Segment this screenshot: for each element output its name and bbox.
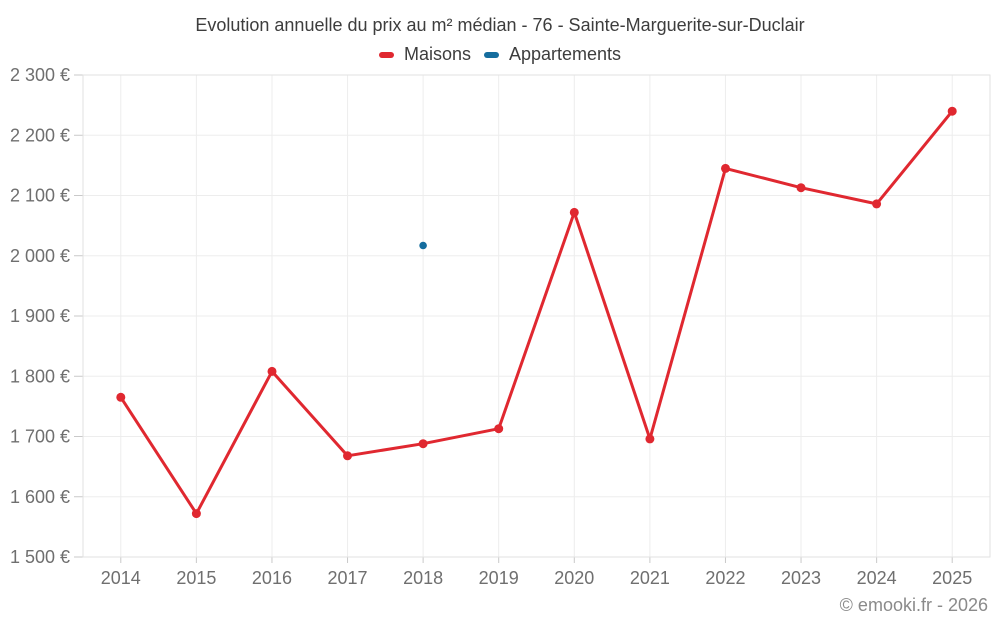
x-axis-label: 2015 [176,568,216,588]
x-axis-label: 2018 [403,568,443,588]
maisons-point-2020[interactable] [569,207,579,217]
x-axis-label: 2025 [932,568,972,588]
legend-item-maisons[interactable]: Maisons [378,44,471,65]
chart-title: Evolution annuelle du prix au m² médian … [195,15,805,35]
maisons-point-2017[interactable] [343,451,352,461]
maisons-point-2019[interactable] [494,424,504,434]
maisons-point-2018[interactable] [418,439,428,449]
y-axis-label: 2 000 € [10,246,70,266]
x-axis-label: 2024 [857,568,897,588]
maisons-point-2024[interactable] [872,199,882,209]
maisons-point-2021[interactable] [645,434,655,444]
legend-item-appartements[interactable]: Appartements [483,44,622,65]
credit-text: © emooki.fr - 2026 [839,595,988,615]
y-axis-label: 2 300 € [10,65,70,85]
y-axis-label: 1 600 € [10,487,70,507]
legend-label-appartements: Appartements [508,44,622,64]
maisons-point-2016[interactable] [267,366,277,376]
y-axis-label: 1 700 € [10,427,70,447]
maisons-point-2022[interactable] [721,163,730,173]
x-axis-label: 2022 [705,568,745,588]
maisons-point-2014[interactable] [116,392,126,402]
x-axis-label: 2017 [328,568,368,588]
y-axis-label: 2 200 € [10,125,70,145]
plot-border [82,74,991,558]
y-axis-label: 2 100 € [10,186,70,206]
legend-label-maisons: Maisons [403,44,471,64]
y-axis-label: 1 500 € [10,547,70,567]
y-axis-label: 1 900 € [10,306,70,326]
x-axis-label: 2019 [479,568,519,588]
x-axis-label: 2023 [781,568,821,588]
appartements-point-2018[interactable] [419,241,427,250]
maisons-point-2023[interactable] [796,183,806,193]
appartements-series-swatch-icon [483,51,499,58]
maisons-series-swatch-icon [378,51,394,58]
chart-legend: Maisons Appartements [0,44,1000,65]
y-axis-label: 1 800 € [10,366,70,386]
x-axis-label: 2014 [101,568,141,588]
maisons-line [119,109,954,516]
x-axis-label: 2021 [630,568,670,588]
maisons-point-2015[interactable] [191,509,201,519]
x-axis-label: 2020 [554,568,594,588]
maisons-point-2025[interactable] [947,106,957,116]
x-axis-label: 2016 [252,568,292,588]
